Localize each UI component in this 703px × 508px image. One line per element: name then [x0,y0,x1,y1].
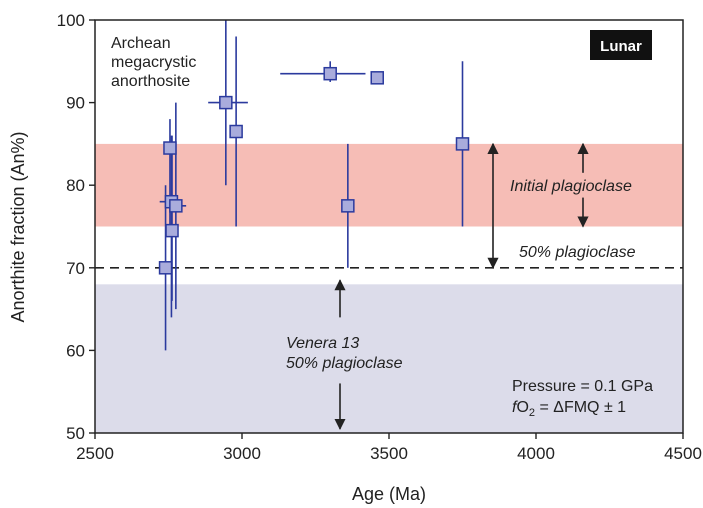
y-tick-label-2: 70 [66,259,85,278]
data-points [158,66,470,275]
initial-plagioclase-label: Initial plagioclase [510,178,632,195]
pressure-label: Pressure = 0.1 GPa [512,378,653,395]
data-point-10 [455,137,470,151]
x-axis-title: Age (Ma) [352,484,426,504]
band-0 [95,143,683,227]
data-point-4 [169,199,183,213]
y-tick-label-0: 50 [66,424,85,443]
y-tick-label-4: 90 [66,94,85,113]
venera-label-line1: Venera 13 [286,335,359,352]
bands [95,143,683,433]
error-bars [159,20,464,351]
fo2-f: f [512,399,518,416]
x-tick-label-1: 3000 [223,444,261,463]
y-axis-title: Anorthite fraction (An%) [8,131,28,322]
archean-label-line3: anorthosite [111,73,190,90]
fo2-sub: 2 [529,407,535,419]
x-tick-label-2: 3500 [370,444,408,463]
y-tick-label-5: 100 [57,11,85,30]
ticks: 2500 3000 3500 4000 4500 50 60 70 80 90 100 [57,11,702,463]
data-point-8 [341,199,355,213]
venera-label-line2: 50% plagioclase [286,355,403,372]
data-point-9 [370,71,384,85]
y-tick-label-1: 60 [66,341,85,360]
data-point-7 [323,66,337,81]
archean-label-line2: megacrystic [111,54,196,71]
x-tick-label-4: 4500 [664,444,702,463]
band-1 [95,284,683,433]
data-point-0 [158,261,173,275]
x-tick-label-0: 2500 [76,444,114,463]
arrows-layer [334,142,589,430]
archean-label-line1: Archean [111,35,171,52]
lunar-badge-label: Lunar [600,38,642,55]
lunar-badge [590,30,652,60]
data-point-6 [229,124,243,139]
fifty-plagioclase-label: 50% plagioclase [519,244,636,261]
data-point-3 [165,223,179,238]
fo2-o: O [516,399,528,416]
fo2-rest: = ΔFMQ ± 1 [535,399,626,416]
data-point-1 [163,141,177,155]
x-tick-label-3: 4000 [517,444,555,463]
fo2-label: fO2 = ΔFMQ ± 1 [512,399,626,419]
data-point-5 [219,95,233,110]
y-tick-label-3: 80 [66,176,85,195]
